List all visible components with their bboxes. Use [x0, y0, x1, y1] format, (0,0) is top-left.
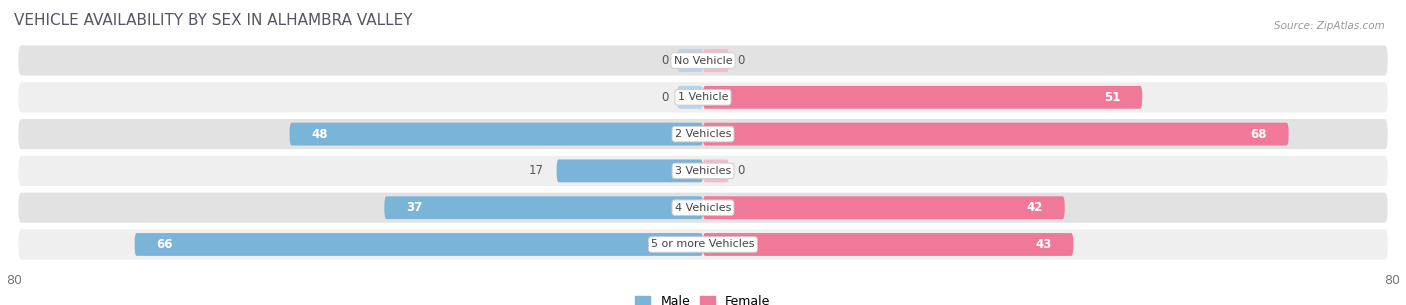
FancyBboxPatch shape [703, 233, 1073, 256]
Text: 5 or more Vehicles: 5 or more Vehicles [651, 239, 755, 249]
FancyBboxPatch shape [18, 45, 1388, 76]
Text: 48: 48 [311, 127, 328, 141]
Text: 2 Vehicles: 2 Vehicles [675, 129, 731, 139]
Text: 4 Vehicles: 4 Vehicles [675, 203, 731, 213]
FancyBboxPatch shape [703, 49, 728, 72]
Text: 42: 42 [1026, 201, 1043, 214]
Text: 0: 0 [661, 54, 669, 67]
Text: 66: 66 [156, 238, 173, 251]
Text: VEHICLE AVAILABILITY BY SEX IN ALHAMBRA VALLEY: VEHICLE AVAILABILITY BY SEX IN ALHAMBRA … [14, 13, 412, 28]
FancyBboxPatch shape [135, 233, 703, 256]
FancyBboxPatch shape [18, 119, 1388, 149]
Text: No Vehicle: No Vehicle [673, 56, 733, 66]
FancyBboxPatch shape [18, 192, 1388, 223]
FancyBboxPatch shape [678, 49, 703, 72]
Text: 0: 0 [738, 164, 745, 178]
FancyBboxPatch shape [703, 123, 1289, 145]
FancyBboxPatch shape [678, 86, 703, 109]
FancyBboxPatch shape [18, 156, 1388, 186]
FancyBboxPatch shape [18, 229, 1388, 260]
Text: 1 Vehicle: 1 Vehicle [678, 92, 728, 102]
Text: 3 Vehicles: 3 Vehicles [675, 166, 731, 176]
FancyBboxPatch shape [18, 82, 1388, 113]
Text: 43: 43 [1035, 238, 1052, 251]
Text: Source: ZipAtlas.com: Source: ZipAtlas.com [1274, 21, 1385, 31]
Text: 37: 37 [406, 201, 422, 214]
FancyBboxPatch shape [557, 160, 703, 182]
Text: 0: 0 [661, 91, 669, 104]
Text: 17: 17 [529, 164, 544, 178]
FancyBboxPatch shape [703, 160, 728, 182]
FancyBboxPatch shape [703, 86, 1142, 109]
Text: 68: 68 [1250, 127, 1267, 141]
FancyBboxPatch shape [703, 196, 1064, 219]
FancyBboxPatch shape [290, 123, 703, 145]
Text: 51: 51 [1104, 91, 1121, 104]
Legend: Male, Female: Male, Female [630, 290, 776, 305]
Text: 0: 0 [738, 54, 745, 67]
FancyBboxPatch shape [384, 196, 703, 219]
